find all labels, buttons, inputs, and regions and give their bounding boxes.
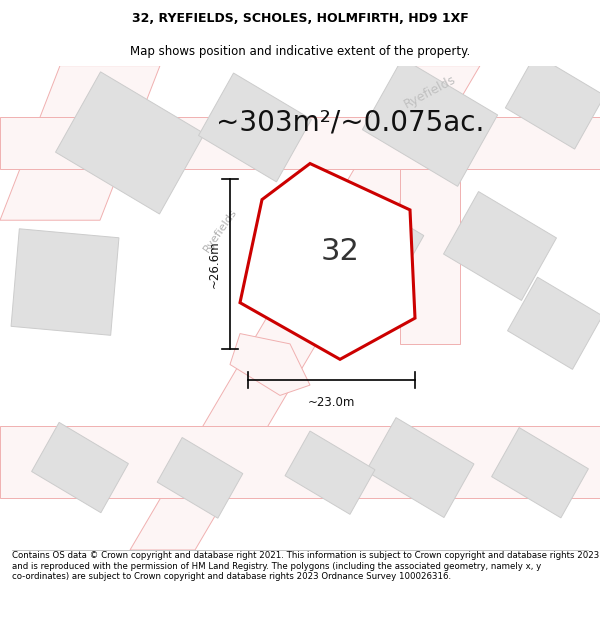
Text: Contains OS data © Crown copyright and database right 2021. This information is : Contains OS data © Crown copyright and d… [12,551,599,581]
Polygon shape [508,277,600,369]
Text: Ryefields: Ryefields [402,72,458,111]
Polygon shape [256,169,424,334]
Text: Map shows position and indicative extent of the property.: Map shows position and indicative extent… [130,45,470,58]
Polygon shape [0,117,600,169]
Polygon shape [362,58,497,186]
Polygon shape [400,169,460,344]
Text: ~23.0m: ~23.0m [308,396,355,409]
Polygon shape [157,438,243,518]
Polygon shape [366,418,474,518]
Polygon shape [240,164,415,359]
Polygon shape [505,54,600,149]
Text: ~303m²/~0.075ac.: ~303m²/~0.075ac. [216,108,484,136]
Polygon shape [199,73,311,182]
Polygon shape [285,431,375,514]
Polygon shape [491,428,589,518]
Polygon shape [56,72,205,214]
Polygon shape [230,334,310,396]
Text: ~26.6m: ~26.6m [208,240,221,288]
Text: 32: 32 [320,237,359,266]
Polygon shape [0,426,600,499]
Polygon shape [443,191,556,301]
Polygon shape [130,66,480,550]
Polygon shape [32,422,128,512]
Polygon shape [11,229,119,335]
Text: Ryefields: Ryefields [202,207,239,254]
Text: 32, RYEFIELDS, SCHOLES, HOLMFIRTH, HD9 1XF: 32, RYEFIELDS, SCHOLES, HOLMFIRTH, HD9 1… [131,12,469,25]
Polygon shape [0,66,160,220]
